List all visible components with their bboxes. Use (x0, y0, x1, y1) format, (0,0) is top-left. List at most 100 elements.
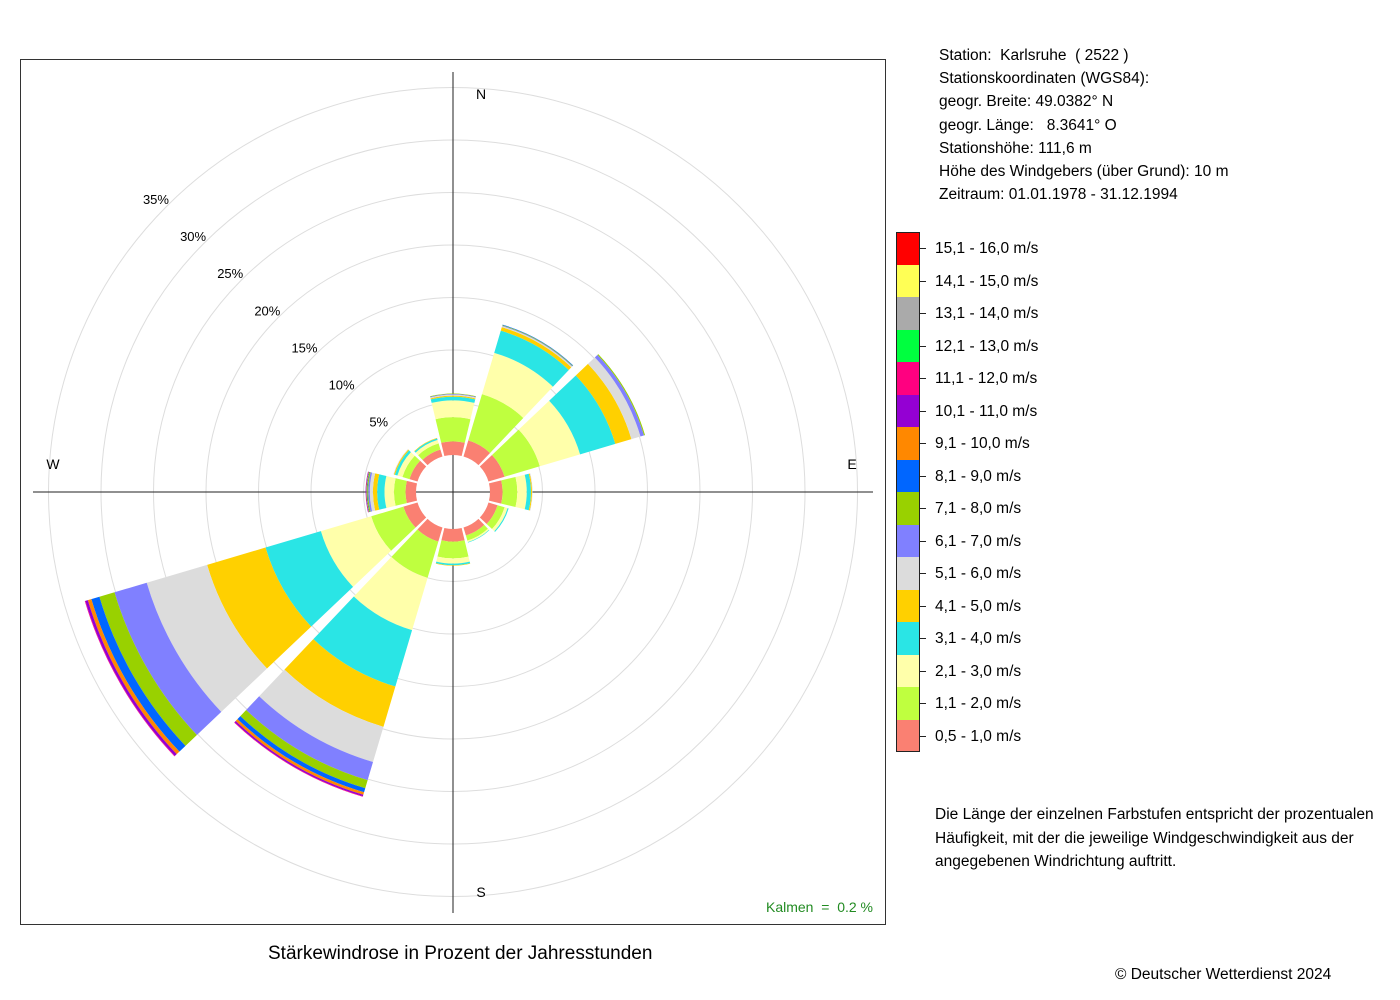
calm-label: Kalmen = 0.2 % (766, 899, 874, 915)
sector-300-class-3 (394, 450, 411, 476)
legend-item: 2,1 - 3,0 m/s (896, 654, 1096, 687)
sector-0-class-7 (430, 393, 476, 397)
legend-label: 3,1 - 4,0 m/s (935, 630, 1022, 647)
copyright: © Deutscher Wetterdienst 2024 (1115, 966, 1332, 983)
sector-120-class-1 (486, 505, 505, 530)
legend-item: 7,1 - 8,0 m/s (896, 492, 1096, 525)
sector-180-class-2 (436, 556, 470, 564)
sector-0 (430, 393, 476, 457)
legend-swatch (896, 394, 920, 427)
sector-330 (414, 437, 443, 466)
sector-270-class-3 (377, 474, 387, 510)
sector-240-class-4 (207, 547, 312, 669)
legend-item: 0,5 - 1,0 m/s (896, 719, 1096, 752)
sector-30-class-3 (494, 330, 569, 387)
sector-30 (463, 324, 574, 466)
legend-label: 10,1 - 11,0 m/s (935, 402, 1038, 420)
sector-150-class-2 (467, 528, 489, 543)
sector-30-class-4 (500, 327, 572, 370)
sector-90-class-0 (488, 480, 503, 504)
compass-label-w: W (46, 456, 60, 472)
sector-270-class-5 (369, 472, 376, 512)
legend-item: 15,1 - 16,0 m/s (896, 232, 1096, 265)
legend-label: 15,1 - 16,0 m/s (935, 240, 1039, 257)
sector-30-class-2 (481, 352, 553, 418)
legend-tick (920, 280, 926, 282)
legend-tick (920, 703, 926, 704)
sector-60 (479, 354, 646, 482)
legend-label: 8,1 - 9,0 m/s (935, 467, 1022, 485)
sector-240-class-2 (320, 516, 392, 587)
station-elevation: Stationshöhe: 111,6 m (939, 139, 1092, 157)
sector-270-class-2 (384, 476, 396, 508)
legend-tick (920, 508, 926, 509)
station-info: Station: Karlsruhe ( 2522 ) Stationskoor… (939, 44, 1228, 206)
sector-0-class-1 (435, 417, 471, 443)
legend-tick (920, 313, 926, 314)
sector-240-class-8 (91, 596, 186, 752)
sector-60-class-0 (479, 454, 505, 482)
sector-270-class-8 (366, 471, 370, 513)
sector-0-class-6 (430, 394, 476, 398)
chart-caption: Stärkewindrose in Prozent der Jahresstun… (268, 943, 653, 964)
sector-210-class-3 (313, 596, 413, 687)
legend-swatch (896, 654, 920, 687)
sector-240-class-6 (114, 582, 222, 736)
sector-330-class-2 (415, 439, 439, 456)
legend-swatch (896, 297, 920, 330)
sector-210-class-6 (246, 696, 374, 781)
legend-swatch (896, 264, 920, 297)
radial-tick-label-5: 5% (369, 415, 388, 430)
sector-150 (463, 518, 490, 543)
time-period: Zeitraum: 01.01.1978 - 31.12.1994 (939, 186, 1178, 204)
sector-90-class-3 (524, 473, 531, 511)
sector-210 (234, 518, 443, 797)
station-longitude: geogr. Länge: 8.3641° O (939, 116, 1117, 134)
sector-150-class-0 (463, 518, 485, 536)
legend-swatch (896, 622, 920, 655)
sector-180-class-0 (441, 527, 465, 542)
legend-label: 7,1 - 8,0 m/s (935, 500, 1022, 517)
sector-270-class-9 (366, 471, 370, 513)
sector-210-class-2 (353, 556, 428, 631)
legend-item: 9,1 - 10,0 m/s (896, 427, 1096, 460)
sector-0-class-3 (430, 396, 476, 403)
legend-tick (920, 638, 926, 639)
sector-240-class-3 (265, 531, 354, 627)
station-coords-heading: Stationskoordinaten (WGS84): (939, 70, 1150, 88)
sector-90 (488, 473, 533, 511)
sector-270-class-0 (405, 480, 418, 504)
legend-swatch (896, 329, 920, 362)
note-line-2: Häufigkeit, mit der die jeweilige Windge… (935, 829, 1354, 847)
sector-270-class-7 (367, 471, 371, 513)
wind-rose-plot-frame (20, 59, 886, 925)
legend-label: 5,1 - 6,0 m/s (935, 565, 1022, 582)
legend-swatch (896, 232, 920, 265)
sector-180-class-3 (435, 561, 471, 566)
compass-label-n: N (476, 86, 486, 102)
sector-60-class-6 (594, 354, 645, 437)
legend-tick (920, 410, 926, 412)
sector-270-class-1 (393, 478, 407, 506)
sector-210-class-8 (237, 716, 366, 793)
radial-tick-label-35: 35% (143, 192, 169, 207)
note-line-1: Die Länge der einzelnen Farbstufen entsp… (935, 806, 1374, 823)
rose-plot-area (33, 72, 873, 913)
legend-item: 3,1 - 4,0 m/s (896, 622, 1096, 655)
sector-330-class-3 (414, 438, 438, 453)
sector-150-class-1 (465, 524, 488, 541)
sector-30-class-0 (463, 440, 491, 466)
sector-240-class-7 (99, 592, 197, 746)
sector-90-class-2 (515, 474, 527, 510)
legend-tick (920, 605, 926, 607)
legend-label: 6,1 - 7,0 m/s (935, 532, 1022, 550)
sector-210-class-0 (417, 518, 443, 542)
sector-180 (435, 527, 471, 566)
legend-item: 14,1 - 15,0 m/s (896, 264, 1096, 297)
radial-tick-label-15: 15% (291, 340, 317, 355)
legend-tick (920, 573, 926, 574)
legend-item: 5,1 - 6,0 m/s (896, 557, 1096, 590)
legend-item: 1,1 - 2,0 m/s (896, 687, 1096, 720)
sector-210-class-5 (259, 669, 384, 763)
